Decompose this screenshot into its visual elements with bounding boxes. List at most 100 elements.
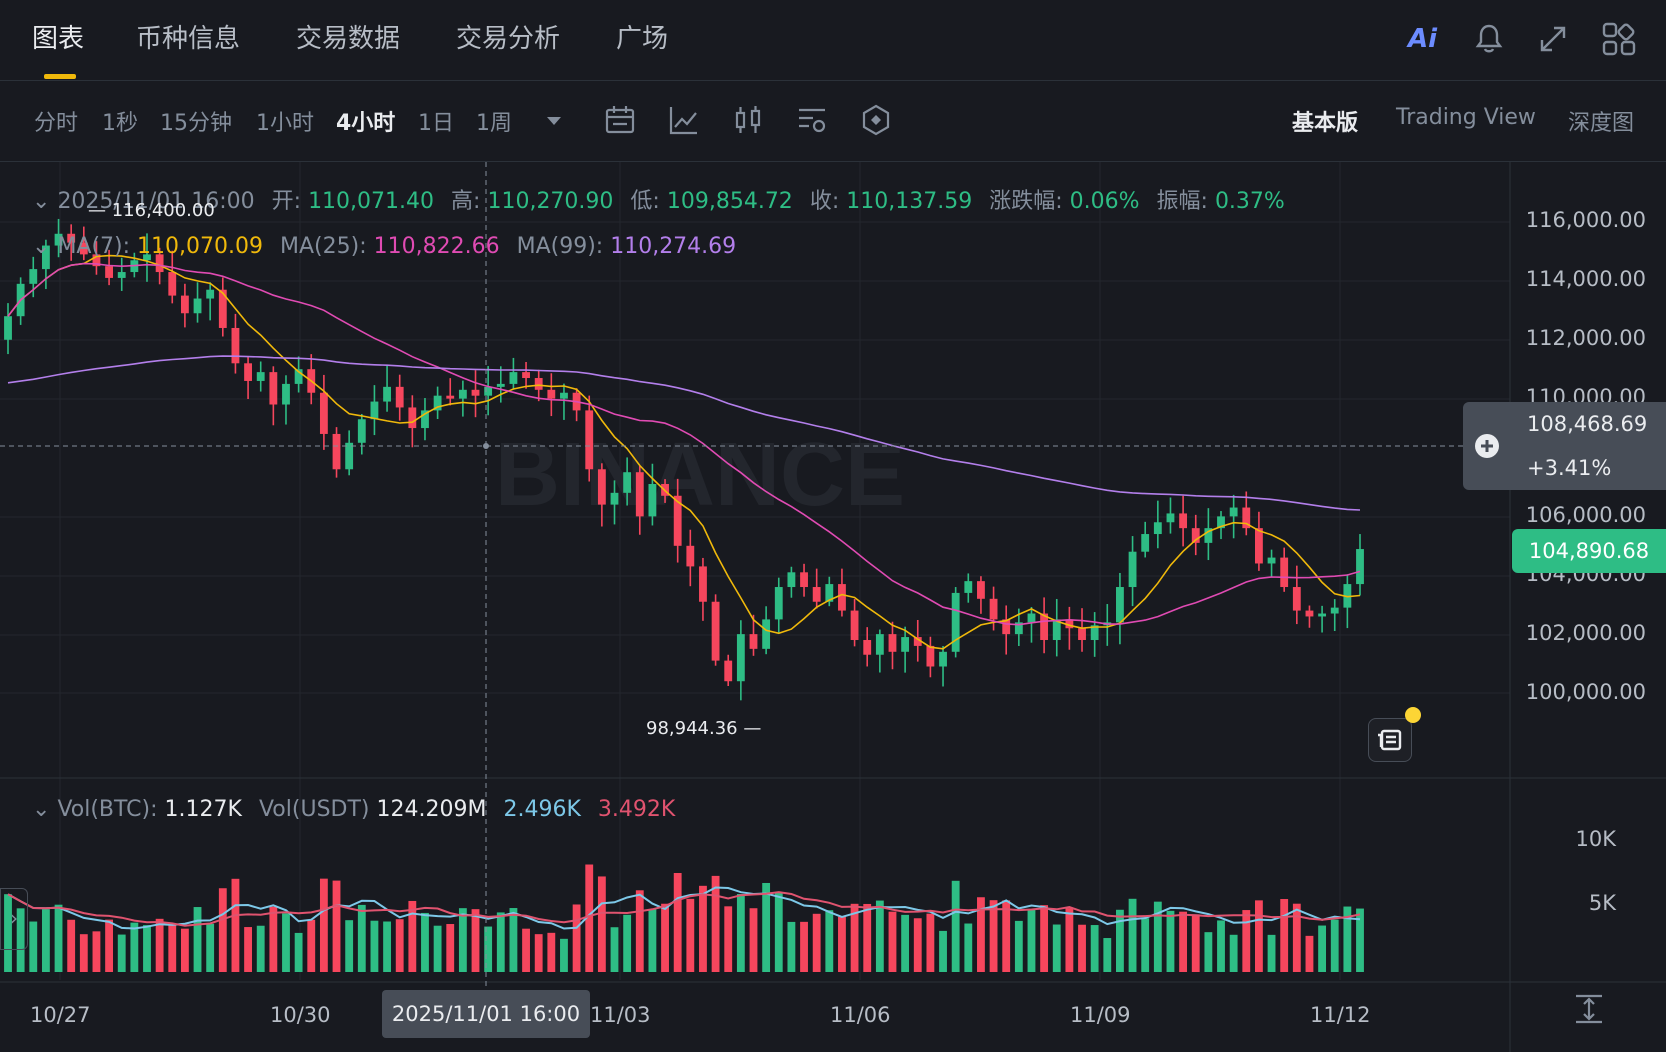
price-axis-label: 102,000.00 (1525, 621, 1646, 645)
ma25-label: MA(25): (280, 234, 367, 259)
tab-square[interactable]: 广场 (616, 24, 669, 54)
volume-bar (1280, 899, 1289, 972)
volume-bar (1254, 900, 1263, 972)
interval-timeline[interactable]: 分时 (34, 111, 79, 136)
change-label: 涨跌幅: (989, 189, 1063, 214)
moving-average-lines (7, 254, 1361, 930)
volume-bar (1153, 901, 1162, 972)
candle-body (547, 389, 556, 399)
volume-bar (648, 909, 657, 972)
bell-icon[interactable] (1470, 20, 1508, 58)
candle-body (155, 254, 164, 273)
change-value: 0.06% (1069, 189, 1140, 214)
volume-bar (193, 907, 202, 972)
ma99-line (7, 355, 1361, 511)
interval-1d[interactable]: 1日 (418, 111, 454, 136)
active-tab-indicator (44, 74, 76, 79)
volume-bar (1204, 932, 1213, 972)
expand-left-panel-button[interactable]: › (0, 888, 28, 950)
price-axis-label: 112,000.00 (1525, 326, 1646, 350)
high-marker: — 116,400.00 (88, 200, 215, 221)
candle-body (787, 572, 796, 588)
chart-grid (0, 162, 1666, 1052)
volume-bar (989, 900, 998, 972)
indicator-settings-icon[interactable] (795, 103, 829, 137)
amplitude-label: 振幅: (1156, 189, 1208, 214)
ma-collapse-icon[interactable]: ⌄ (32, 234, 51, 259)
tab-trading-analysis[interactable]: 交易分析 (456, 24, 561, 54)
volume-bar (143, 925, 151, 972)
dropdown-caret-icon[interactable] (537, 103, 571, 137)
tab-chart[interactable]: 图表 (32, 24, 85, 54)
volume-bar (1305, 935, 1314, 972)
tab-coin-info[interactable]: 币种信息 (136, 24, 241, 54)
candle-body (812, 587, 821, 602)
interval-4h[interactable]: 4小时 (336, 111, 396, 136)
candle-body (269, 372, 278, 405)
volume-bar (269, 906, 278, 972)
vol-ma1-value: 2.496K (503, 797, 581, 822)
candle-body (1280, 557, 1289, 588)
volume-bar (1040, 905, 1049, 972)
expand-icon[interactable] (1534, 20, 1572, 58)
price-axis-label: 100,000.00 (1525, 680, 1646, 704)
candle-body (1217, 516, 1225, 529)
volume-bar (29, 921, 38, 972)
volume-bar (787, 921, 796, 972)
grid-icon[interactable] (1600, 20, 1638, 58)
calendar-icon[interactable] (603, 103, 637, 137)
volume-bar (901, 914, 910, 972)
candle-body (193, 298, 202, 314)
candle-body (1116, 587, 1124, 623)
volume-bar (522, 928, 530, 972)
mode-depth-chart[interactable]: 深度图 (1568, 111, 1635, 136)
candlestick-chart[interactable]: BINANCE (0, 162, 1666, 1052)
line-chart-icon[interactable] (667, 103, 701, 137)
volume-bar (67, 919, 76, 972)
interval-1w[interactable]: 1周 (476, 111, 512, 136)
candle-body (1065, 619, 1074, 629)
tab-trading-data[interactable]: 交易数据 (296, 24, 401, 54)
candle-body (648, 483, 657, 517)
candle-body (294, 369, 303, 384)
candle-body (1179, 513, 1188, 529)
add-alert-icon[interactable] (1473, 432, 1501, 460)
interval-1s[interactable]: 1秒 (102, 111, 138, 136)
mode-basic[interactable]: 基本版 (1292, 111, 1359, 136)
volume-bar (1116, 909, 1124, 972)
mode-trading-view[interactable]: Trading View (1396, 105, 1536, 130)
candle-body (901, 637, 910, 652)
candle-body (838, 584, 846, 611)
volume-bar (964, 923, 973, 972)
ai-icon[interactable]: Ai (1404, 20, 1442, 58)
interval-1h[interactable]: 1小时 (256, 111, 314, 136)
candle-body (180, 295, 189, 314)
legend-collapse-icon[interactable]: ⌄ (32, 189, 51, 214)
scale-reset-icon[interactable] (1572, 992, 1606, 1026)
candle-body (850, 610, 859, 641)
ma7-value: 110,070.09 (137, 234, 264, 259)
candle-body (1254, 528, 1263, 564)
volume-bar (1027, 909, 1036, 972)
ma-legend: ⌄ MA(7): 110,070.09 MA(25): 110,822.66 M… (32, 234, 736, 259)
candle-body (1014, 622, 1023, 635)
volume-collapse-icon[interactable]: ⌄ (32, 797, 51, 822)
crosshair-percent: +3.41% (1527, 456, 1612, 480)
volume-bar (294, 932, 303, 972)
interval-15m[interactable]: 15分钟 (160, 111, 232, 136)
time-axis-label: 10/30 (270, 1003, 331, 1027)
volume-bar (117, 934, 126, 972)
candle-icon[interactable] (731, 103, 765, 137)
candle-body (4, 316, 12, 340)
volume-bar (4, 894, 12, 972)
candle-body (345, 442, 354, 470)
time-axis-label: 11/03 (590, 1003, 651, 1027)
candle-body (736, 634, 745, 682)
volume-bar (41, 909, 50, 972)
volume-bar (332, 880, 341, 972)
candle-body (1242, 507, 1251, 529)
candle-body (168, 272, 177, 296)
volume-bar (977, 897, 985, 972)
hexagon-icon[interactable] (859, 103, 893, 137)
news-widget-button[interactable] (1368, 707, 1421, 762)
